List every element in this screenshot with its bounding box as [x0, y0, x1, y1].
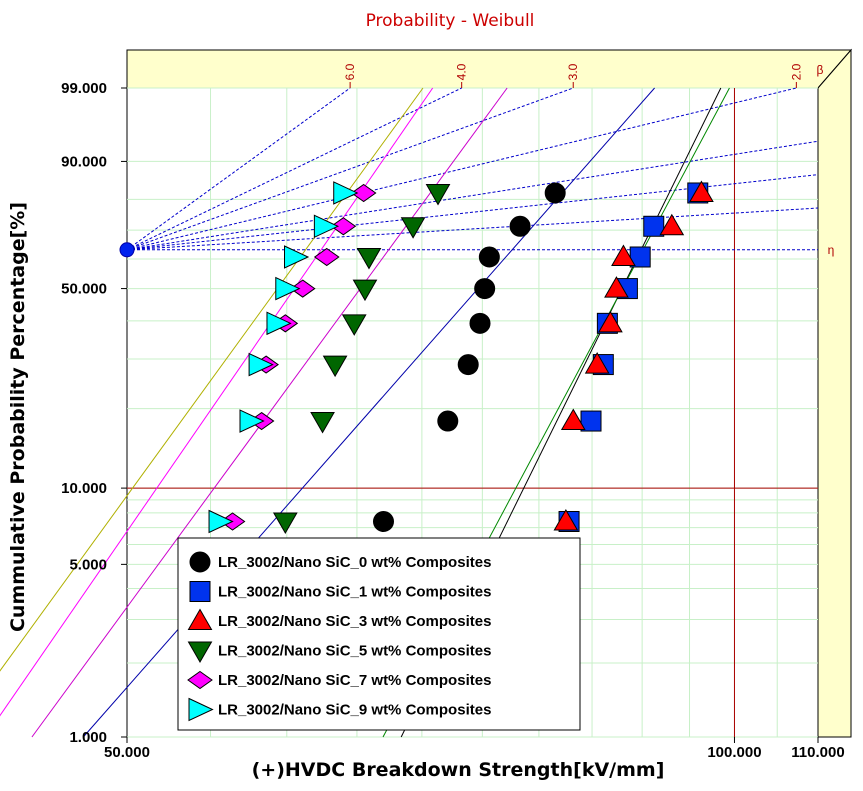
y-axis-ticks: 99.000 90.000 50.000 10.000 5.000 1.000 — [61, 80, 127, 746]
x-tick-label: 100.000 — [707, 744, 761, 761]
data-point — [474, 278, 496, 300]
data-point — [689, 180, 714, 202]
legend-label: LR_3002/Nano SiC_1 wt% Composites — [218, 584, 491, 601]
legend-marker — [187, 641, 213, 664]
data-point — [266, 311, 292, 336]
legend-marker — [189, 581, 211, 602]
data-point — [643, 215, 665, 237]
data-point — [333, 181, 359, 205]
data-point — [352, 279, 378, 302]
beta-tick-label: 2.0 — [789, 63, 803, 80]
data-point — [400, 217, 426, 239]
data-point — [239, 409, 265, 433]
reference-lines — [119, 87, 819, 737]
data-point — [584, 352, 610, 374]
data-point — [544, 182, 566, 204]
fit-line — [31, 87, 508, 738]
data-point — [437, 410, 459, 432]
eta-label: η — [828, 243, 835, 257]
beta-ray — [126, 87, 351, 251]
data-point — [560, 408, 586, 431]
data-point — [580, 410, 602, 432]
legend: LR_3002/Nano SiC_0 wt% Composites LR_3002… — [177, 537, 581, 731]
legend-marker — [187, 608, 213, 630]
legend-marker — [189, 551, 211, 573]
data-point — [469, 312, 491, 334]
y-tick-label: 99.000 — [61, 80, 107, 97]
beta-tick-label: 4.0 — [455, 63, 469, 80]
data-point — [313, 247, 340, 267]
data-point — [604, 276, 629, 298]
data-point — [478, 246, 500, 268]
beta-pole-point — [119, 242, 135, 258]
beta-axis-label: β — [817, 63, 824, 77]
data-point — [289, 279, 316, 298]
data-point — [275, 276, 301, 301]
data-point — [350, 183, 377, 203]
y-tick-label: 50.000 — [61, 281, 107, 298]
x-tick-label: 50.000 — [104, 744, 150, 761]
data-point — [208, 509, 234, 534]
legend-label: LR_3002/Nano SiC_5 wt% Composites — [218, 643, 491, 660]
y-tick-label: 10.000 — [61, 480, 107, 497]
legend-label: LR_3002/Nano SiC_3 wt% Composites — [218, 613, 491, 630]
legend-marker — [187, 670, 213, 690]
y-tick-label: 1.000 — [69, 729, 107, 746]
data-point — [372, 510, 394, 532]
data-point — [310, 412, 335, 434]
data-point — [341, 314, 367, 336]
y-tick-label: 90.000 — [61, 153, 107, 170]
data-point — [272, 512, 298, 534]
x-axis-ticks: 50.000 100.000 110.000 — [104, 737, 845, 761]
chart-title: Probability - Weibull — [366, 11, 535, 31]
data-point — [598, 310, 623, 333]
data-point — [313, 214, 340, 239]
data-point — [330, 217, 357, 236]
x-tick-label: 110.000 — [791, 744, 844, 761]
legend-label: LR_3002/Nano SiC_9 wt% Composites — [218, 702, 491, 719]
beta-panel-top — [126, 49, 853, 89]
data-point — [457, 354, 479, 376]
beta-tick-label: 3.0 — [566, 63, 580, 80]
legend-label: LR_3002/Nano SiC_7 wt% Composites — [218, 672, 491, 689]
data-point — [509, 215, 531, 237]
data-point — [322, 355, 348, 378]
data-point — [284, 245, 310, 269]
y-axis-label: Cummulative Probability Percentage[%] — [7, 202, 29, 632]
beta-scale: 6.0 4.0 3.0 2.0 — [343, 63, 803, 88]
legend-box — [177, 537, 581, 731]
data-point — [659, 213, 685, 236]
data-point — [356, 247, 382, 270]
data-point — [553, 508, 579, 531]
beta-ray — [126, 174, 819, 251]
beta-ray — [126, 87, 574, 251]
data-point — [611, 244, 636, 266]
data-point — [425, 183, 451, 206]
beta-tick-label: 6.0 — [343, 63, 357, 80]
beta-ray — [126, 207, 819, 251]
data-points — [208, 180, 714, 534]
data-point — [248, 352, 274, 377]
beta-ray — [126, 87, 462, 251]
y-tick-label: 5.000 — [69, 556, 107, 573]
legend-label: LR_3002/Nano SiC_0 wt% Composites — [218, 554, 491, 571]
x-axis-label: (+)HVDC Breakdown Strength[kV/mm] — [252, 759, 665, 781]
beta-ray — [126, 140, 819, 251]
legend-marker — [188, 697, 214, 722]
beta-panel-right — [817, 48, 852, 738]
